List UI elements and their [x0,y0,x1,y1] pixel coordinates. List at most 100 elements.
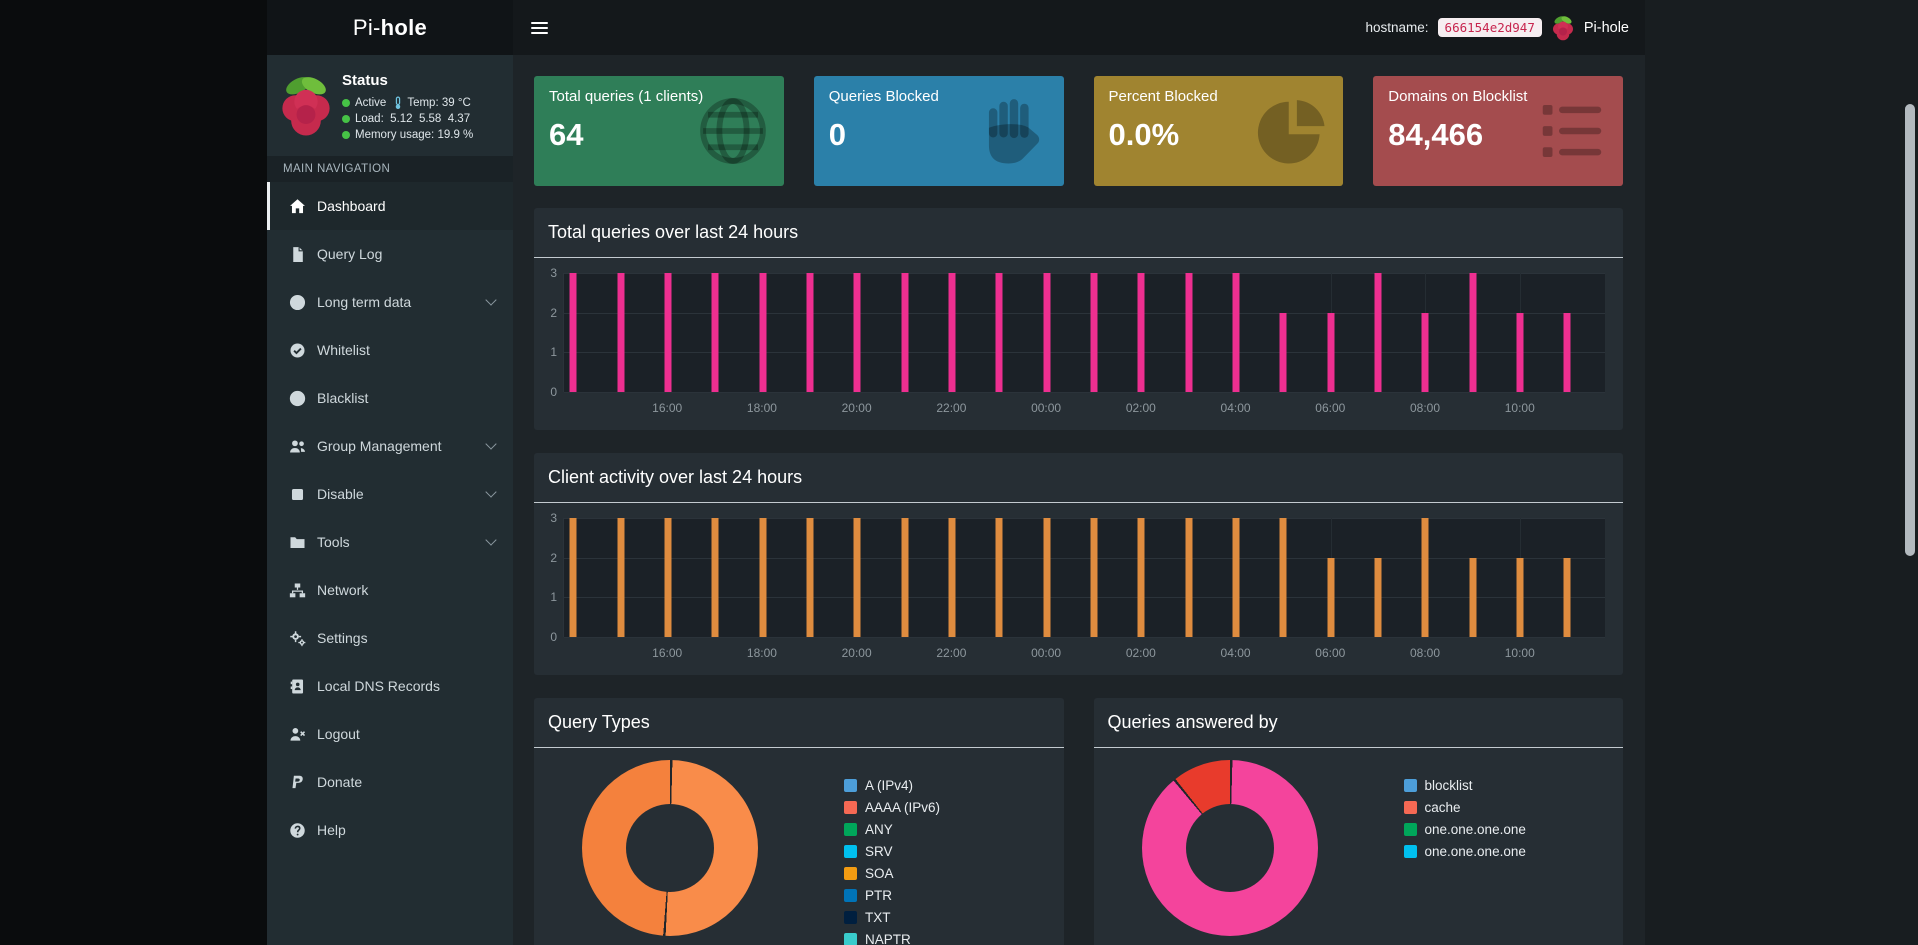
card-label: Percent Blocked [1108,88,1218,105]
sidebar-item-tools[interactable]: Tools [267,518,513,566]
scrollbar-thumb[interactable] [1905,104,1915,556]
chart-bar [1374,273,1382,392]
legend-item-any[interactable]: ANY [844,818,940,840]
status-active-dot [342,99,350,107]
status-title: Status [342,72,388,89]
sidebar-item-label: Long term data [317,294,412,310]
sidebar-item-whitelist[interactable]: Whitelist [267,326,513,374]
sidebar-item-logout[interactable]: Logout [267,710,513,758]
x-axis-label: 16:00 [652,646,683,660]
legend-color-swatch [1403,778,1417,792]
sidebar-item-label: Query Log [317,246,383,262]
x-axis-label: 06:00 [1315,646,1346,660]
chart-bar [569,518,577,637]
chart-bar [948,273,956,392]
legend-label: one.one.one.one [1424,821,1526,837]
chart-bar [853,273,861,392]
navbar-right: hostname: 666154e2d947 Pi-hole [1366,14,1646,42]
chart-bar [1421,518,1429,637]
x-axis-label: 22:00 [936,646,967,660]
card-value: 0.0% [1108,117,1180,152]
ban-icon [289,390,306,407]
legend-item-aaaa-ipv6[interactable]: AAAA (IPv6) [844,796,940,818]
legend-color-swatch [1403,844,1417,858]
sidebar-item-settings[interactable]: Settings [267,614,513,662]
x-axis-label: 18:00 [746,646,777,660]
bar-chart-plot: 0 1 2 3 [550,266,1605,399]
chart-bar [759,518,767,637]
chevron-down-icon [485,486,497,498]
legend-item-a-ipv4[interactable]: A (IPv4) [844,774,940,796]
summary-card-percent-blocked[interactable]: Percent Blocked 0.0% [1093,76,1344,186]
chart-bar [1090,518,1098,637]
sidebar-item-help[interactable]: Help [267,806,513,854]
y-axis-label: 1 [550,590,557,605]
app-logo[interactable]: Pi-hole [267,0,513,55]
legend-item-txt[interactable]: TXT [844,906,940,928]
legend-color-swatch [844,910,857,924]
legend-label: ANY [865,821,893,837]
legend-label: TXT [865,909,891,925]
list-icon [1533,92,1611,170]
sidebar-item-local-dns-records[interactable]: Local DNS Records [267,662,513,710]
legend-item-cache[interactable]: cache [1403,796,1526,818]
chart-bar [1469,557,1476,637]
legend-label: one.one.one.one [1424,843,1526,859]
sidebar-item-donate[interactable]: Donate [267,758,513,806]
sidebar: Status Active Temp: 39 °C Load: 5.12 5. [267,55,513,945]
summary-card-queries-blocked[interactable]: Queries Blocked 0 [813,76,1064,186]
card-label: Domains on Blocklist [1388,88,1528,105]
chart-bar [1279,312,1287,392]
legend-item-ptr[interactable]: PTR [844,884,940,906]
sidebar-item-dashboard[interactable]: Dashboard [267,182,513,230]
x-axis-labels: 16:00 18:00 20:00 22:00 00:00 02:00 04:00 06:00… [563,392,1605,424]
query-types-legend: A (IPv4) AAAA (IPv6) ANY SRV SOA PTR TXT NAPTR [844,774,940,945]
chart-bar [1185,518,1193,637]
x-axis-label: 20:00 [841,646,872,660]
chart-bar [853,518,861,637]
panel-total-queries: Total queries over last 24 hours 0 1 2 3 16:… [534,208,1623,430]
legend-color-swatch [844,822,857,836]
chart-bar [1137,518,1145,637]
legend-label: PTR [865,887,892,903]
chart-bar [1563,557,1571,637]
summary-card-total-queries-1-clients[interactable]: Total queries (1 clients) 64 [534,76,784,186]
y-axis-label: 2 [550,305,557,320]
sidebar-item-blacklist[interactable]: Blacklist [267,374,513,422]
desktop-background-left [0,0,267,945]
legend-item-naptr[interactable]: NAPTR [844,928,940,945]
sidebar-item-label: Blacklist [317,390,369,406]
sidebar-item-network[interactable]: Network [267,566,513,614]
legend-item-soa[interactable]: SOA [844,862,940,884]
sidebar-item-label: Group Management [317,438,442,454]
hostname-label: hostname: [1365,20,1429,35]
sidebar-item-query-log[interactable]: Query Log [267,230,513,278]
pihole-app-window: Pi-hole hostname: 666154e2d947 [267,0,1645,945]
hand-icon [974,92,1052,170]
chart-bar [1043,273,1051,392]
y-axis-label: 0 [550,630,557,644]
sidebar-item-disable[interactable]: Disable [267,470,513,518]
x-axis-label: 06:00 [1315,401,1346,415]
legend-item-one-one-one-one[interactable]: one.one.one.one [1403,818,1526,840]
legend-item-srv[interactable]: SRV [844,840,940,862]
status-load-line: Load: 5.12 5.58 4.37 [342,111,473,127]
x-axis-label: 02:00 [1125,401,1156,415]
chart-bar [1421,312,1429,392]
legend-item-blocklist[interactable]: blocklist [1403,774,1526,796]
legend-item-one-one-one-one[interactable]: one.one.one.one [1403,840,1526,862]
legend-label: cache [1424,799,1461,815]
sidebar-item-long-term-data[interactable]: Long term data [267,278,513,326]
file-icon [289,246,306,263]
sidebar-toggle-button[interactable] [513,19,566,37]
summary-cards-row: Total queries (1 clients) 64 Queries Block… [534,76,1623,186]
y-axis-label: 2 [550,550,557,565]
summary-card-domains-on-blocklist[interactable]: Domains on Blocklist 84,466 [1373,76,1623,186]
card-label: Total queries (1 clients) [549,88,704,105]
card-value: 64 [549,117,584,152]
chart-bar [806,518,814,637]
status-panel: Status Active Temp: 39 °C Load: 5.12 5. [267,55,513,156]
sidebar-item-group-management[interactable]: Group Management [267,422,513,470]
globe-icon [694,92,772,170]
